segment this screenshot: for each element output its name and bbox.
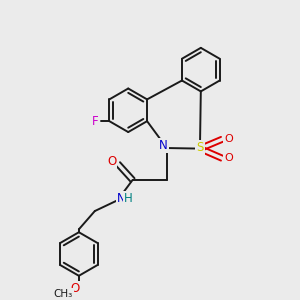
Text: N: N (159, 139, 167, 152)
Text: O: O (224, 134, 233, 144)
Text: S: S (196, 141, 204, 154)
Text: CH₃: CH₃ (53, 289, 73, 299)
Text: F: F (92, 115, 99, 128)
Text: O: O (224, 153, 233, 163)
Text: H: H (124, 192, 133, 205)
Text: O: O (107, 154, 116, 168)
Text: N: N (117, 192, 126, 205)
Text: O: O (70, 282, 79, 295)
